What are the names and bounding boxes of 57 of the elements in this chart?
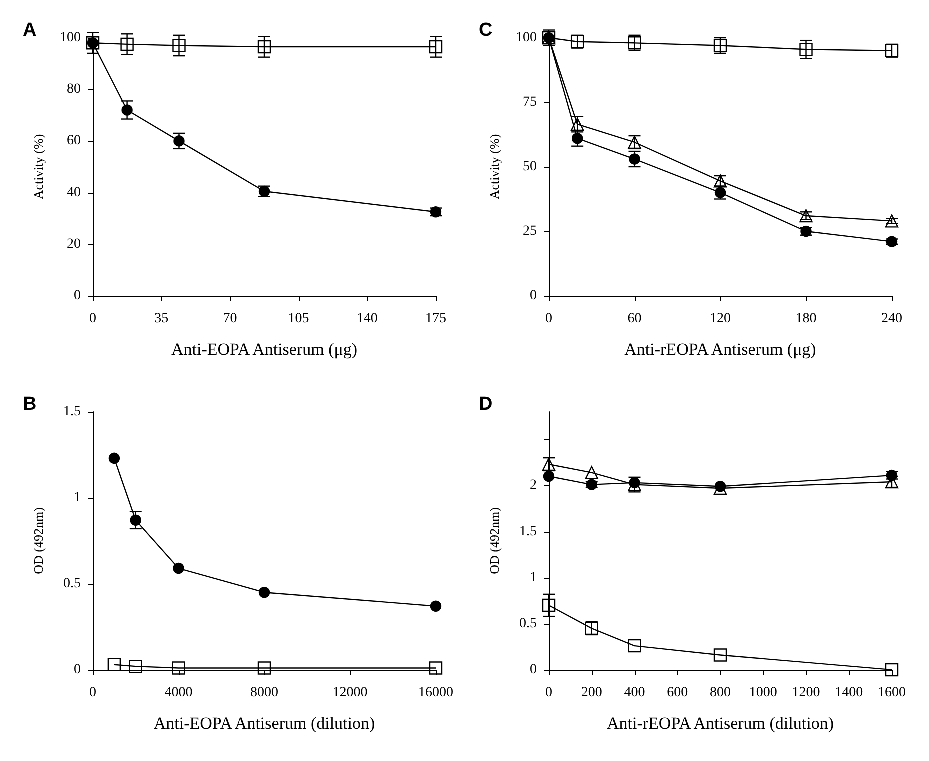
y-tick-label: 75 bbox=[523, 95, 537, 110]
x-axis-title: Anti-EOPA Antiserum (dilution) bbox=[154, 714, 376, 733]
x-tick-label: 8000 bbox=[250, 686, 278, 700]
x-tick-label: 200 bbox=[581, 686, 602, 700]
x-axis-title: Anti-EOPA Antiserum (μg) bbox=[171, 340, 358, 359]
x-axis-title: Anti-rEOPA Antiserum (μg) bbox=[624, 340, 816, 359]
x-tick-label: 0 bbox=[90, 686, 96, 700]
y-tick-label: 0 bbox=[74, 288, 81, 304]
x-tick-label: 0 bbox=[546, 686, 552, 700]
x-tick-label: 12000 bbox=[332, 686, 368, 700]
y-tick-label: 80 bbox=[67, 82, 81, 98]
y-tick-label: 40 bbox=[67, 185, 81, 200]
y-tick-label: 2 bbox=[530, 478, 537, 494]
x-tick-label: 120 bbox=[710, 312, 731, 326]
x-tick-label: 60 bbox=[628, 312, 642, 326]
x-tick-label: 0 bbox=[546, 312, 552, 326]
x-tick-label: 4000 bbox=[164, 686, 193, 700]
y-axis-title: OD (492nm) bbox=[31, 508, 46, 574]
x-tick-label: 240 bbox=[882, 312, 902, 326]
y-tick-label: 100 bbox=[60, 30, 81, 46]
y-axis-title: Activity (%) bbox=[31, 134, 46, 200]
x-tick-label: 70 bbox=[223, 312, 238, 326]
x-tick-label: 16000 bbox=[418, 686, 454, 700]
x-tick-label: 140 bbox=[356, 312, 378, 326]
y-tick-label: 1.5 bbox=[520, 524, 537, 540]
x-tick-label: 400 bbox=[624, 686, 646, 700]
x-tick-label: 1600 bbox=[878, 686, 906, 700]
chart-title: C bbox=[479, 20, 493, 41]
y-tick-label: 0 bbox=[74, 662, 81, 678]
y-axis-title: Activity (%) bbox=[487, 134, 502, 200]
y-tick-label: 0 bbox=[530, 662, 537, 678]
chart-title: D bbox=[479, 394, 493, 415]
chart-title: A bbox=[23, 20, 37, 41]
chart-title: B bbox=[23, 394, 37, 415]
y-tick-label: 0 bbox=[530, 288, 537, 304]
y-tick-label: 1.5 bbox=[64, 404, 81, 420]
x-tick-label: 105 bbox=[288, 312, 310, 326]
y-axis-title: OD (492nm) bbox=[487, 508, 502, 574]
x-tick-label: 175 bbox=[426, 312, 446, 326]
y-tick-label: 50 bbox=[523, 160, 537, 174]
y-tick-label: 0.5 bbox=[520, 616, 537, 632]
x-tick-label: 800 bbox=[710, 686, 731, 700]
y-tick-label: 1 bbox=[530, 570, 537, 586]
x-tick-label: 35 bbox=[154, 312, 169, 326]
x-tick-label: 1000 bbox=[749, 686, 778, 700]
y-tick-label: 1 bbox=[74, 490, 81, 506]
y-tick-label: 60 bbox=[67, 134, 81, 149]
y-tick-label: 20 bbox=[67, 236, 81, 252]
x-tick-label: 1400 bbox=[835, 686, 864, 700]
x-tick-label: 600 bbox=[667, 686, 688, 700]
x-tick-label: 0 bbox=[90, 312, 96, 326]
y-tick-label: 100 bbox=[516, 30, 537, 46]
y-tick-label: 0.5 bbox=[64, 576, 81, 592]
y-tick-label: 25 bbox=[523, 224, 537, 239]
x-tick-label: 180 bbox=[796, 312, 817, 326]
x-axis-title: Anti-rEOPA Antiserum (dilution) bbox=[607, 714, 834, 733]
x-tick-label: 1200 bbox=[792, 686, 820, 700]
